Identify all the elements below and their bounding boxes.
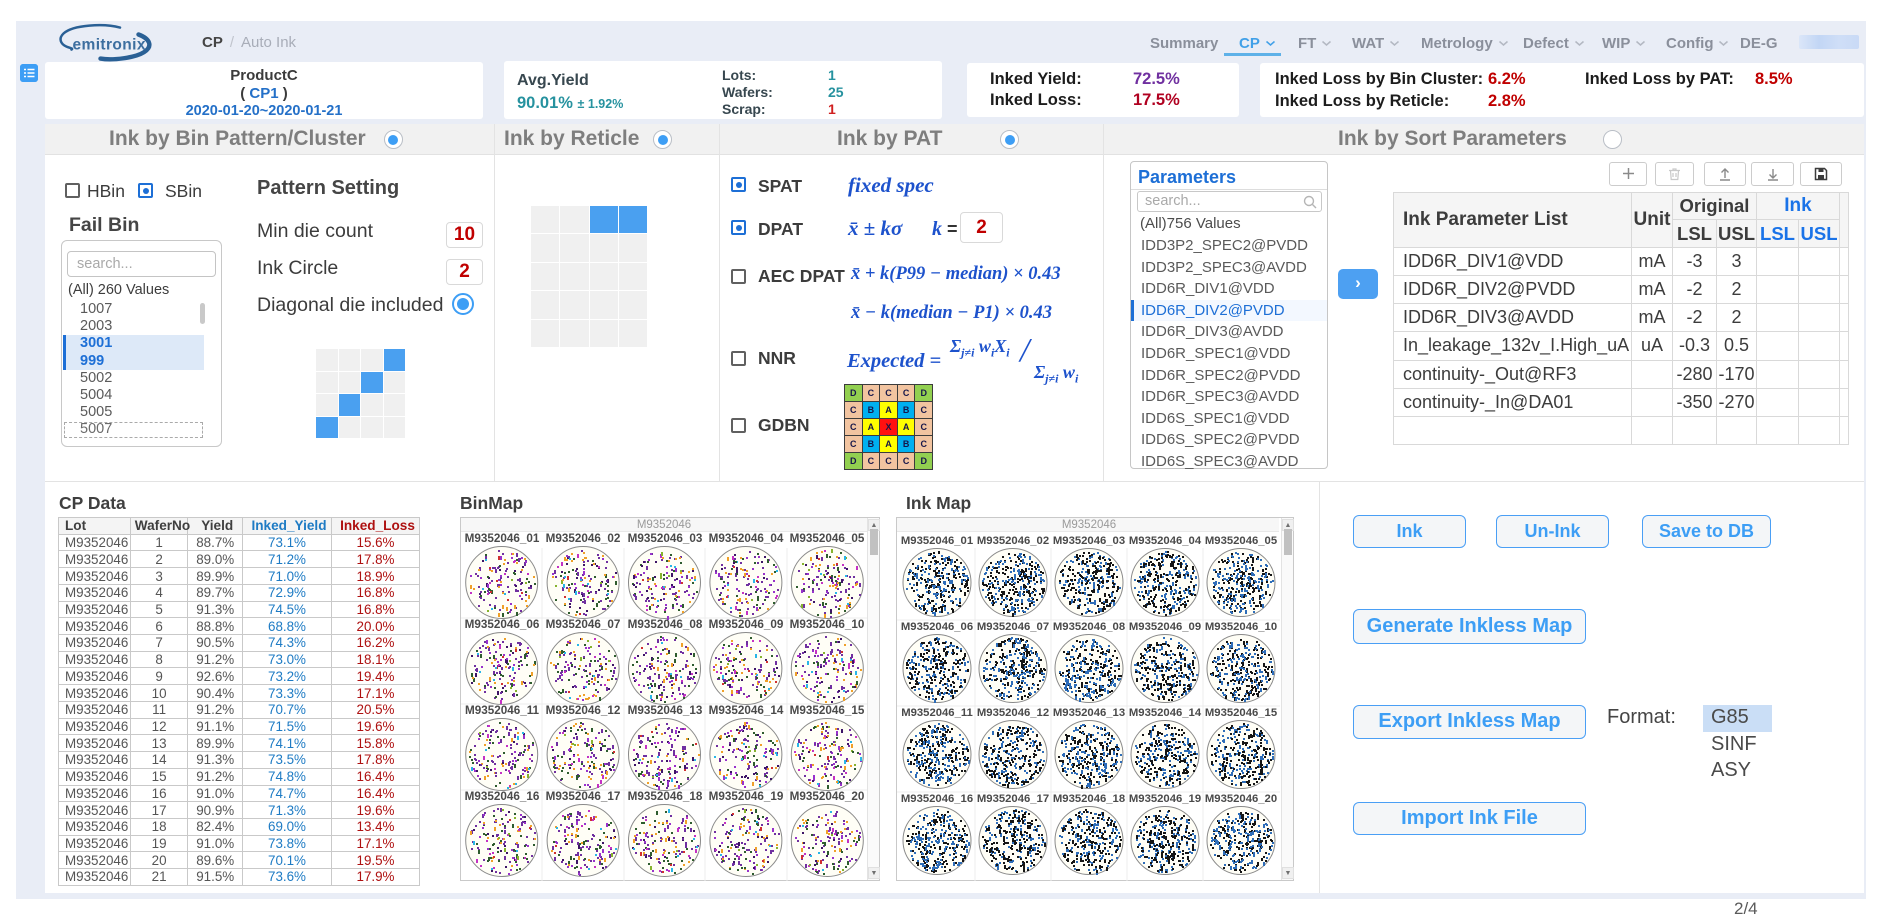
svg-text:M9352046_19: M9352046_19 bbox=[1129, 793, 1201, 805]
svg-text:M9352046_11: M9352046_11 bbox=[465, 704, 540, 717]
svg-text:M9352046_20: M9352046_20 bbox=[1205, 793, 1277, 805]
svg-text:M9352046_09: M9352046_09 bbox=[709, 618, 784, 631]
svg-text:M9352046_14: M9352046_14 bbox=[709, 704, 784, 717]
svg-text:M9352046_02: M9352046_02 bbox=[546, 532, 621, 545]
svg-text:M9352046_03: M9352046_03 bbox=[628, 532, 703, 545]
svg-text:M9352046_14: M9352046_14 bbox=[1129, 707, 1202, 719]
svg-text:M9352046_05: M9352046_05 bbox=[790, 532, 865, 545]
svg-text:M9352046_01: M9352046_01 bbox=[465, 532, 540, 545]
svg-text:M9352046_06: M9352046_06 bbox=[901, 621, 973, 633]
svg-text:M9352046_11: M9352046_11 bbox=[901, 707, 973, 719]
svg-text:emitronix: emitronix bbox=[73, 37, 146, 54]
svg-text:M9352046_08: M9352046_08 bbox=[1053, 621, 1125, 633]
svg-text:M9352046_02: M9352046_02 bbox=[977, 535, 1049, 547]
svg-text:M9352046_12: M9352046_12 bbox=[977, 707, 1049, 719]
svg-text:M9352046_04: M9352046_04 bbox=[1129, 535, 1202, 547]
svg-text:M9352046_16: M9352046_16 bbox=[901, 793, 973, 805]
svg-text:M9352046_07: M9352046_07 bbox=[977, 621, 1049, 633]
svg-text:M9352046_20: M9352046_20 bbox=[790, 790, 865, 803]
svg-text:M9352046_12: M9352046_12 bbox=[546, 704, 621, 717]
svg-text:M9352046_01: M9352046_01 bbox=[901, 535, 973, 547]
svg-text:M9352046_10: M9352046_10 bbox=[1205, 621, 1277, 633]
svg-text:M9352046_04: M9352046_04 bbox=[709, 532, 784, 545]
svg-text:M9352046_13: M9352046_13 bbox=[628, 704, 703, 717]
svg-text:M9352046_15: M9352046_15 bbox=[1205, 707, 1277, 719]
svg-text:M9352046_05: M9352046_05 bbox=[1205, 535, 1277, 547]
svg-text:M9352046_18: M9352046_18 bbox=[628, 790, 703, 803]
svg-text:M9352046_19: M9352046_19 bbox=[709, 790, 784, 803]
svg-text:M9352046_18: M9352046_18 bbox=[1053, 793, 1125, 805]
svg-text:M9352046_06: M9352046_06 bbox=[465, 618, 540, 631]
svg-text:M9352046_16: M9352046_16 bbox=[465, 790, 540, 803]
svg-text:M9352046_10: M9352046_10 bbox=[790, 618, 865, 631]
svg-text:M9352046_17: M9352046_17 bbox=[546, 790, 621, 803]
svg-text:M9352046_17: M9352046_17 bbox=[977, 793, 1049, 805]
svg-text:M9352046_13: M9352046_13 bbox=[1053, 707, 1125, 719]
svg-text:M9352046_15: M9352046_15 bbox=[790, 704, 865, 717]
svg-text:M9352046_07: M9352046_07 bbox=[546, 618, 621, 631]
svg-text:M9352046_03: M9352046_03 bbox=[1053, 535, 1125, 547]
svg-text:M9352046_09: M9352046_09 bbox=[1129, 621, 1201, 633]
svg-text:M9352046_08: M9352046_08 bbox=[628, 618, 703, 631]
